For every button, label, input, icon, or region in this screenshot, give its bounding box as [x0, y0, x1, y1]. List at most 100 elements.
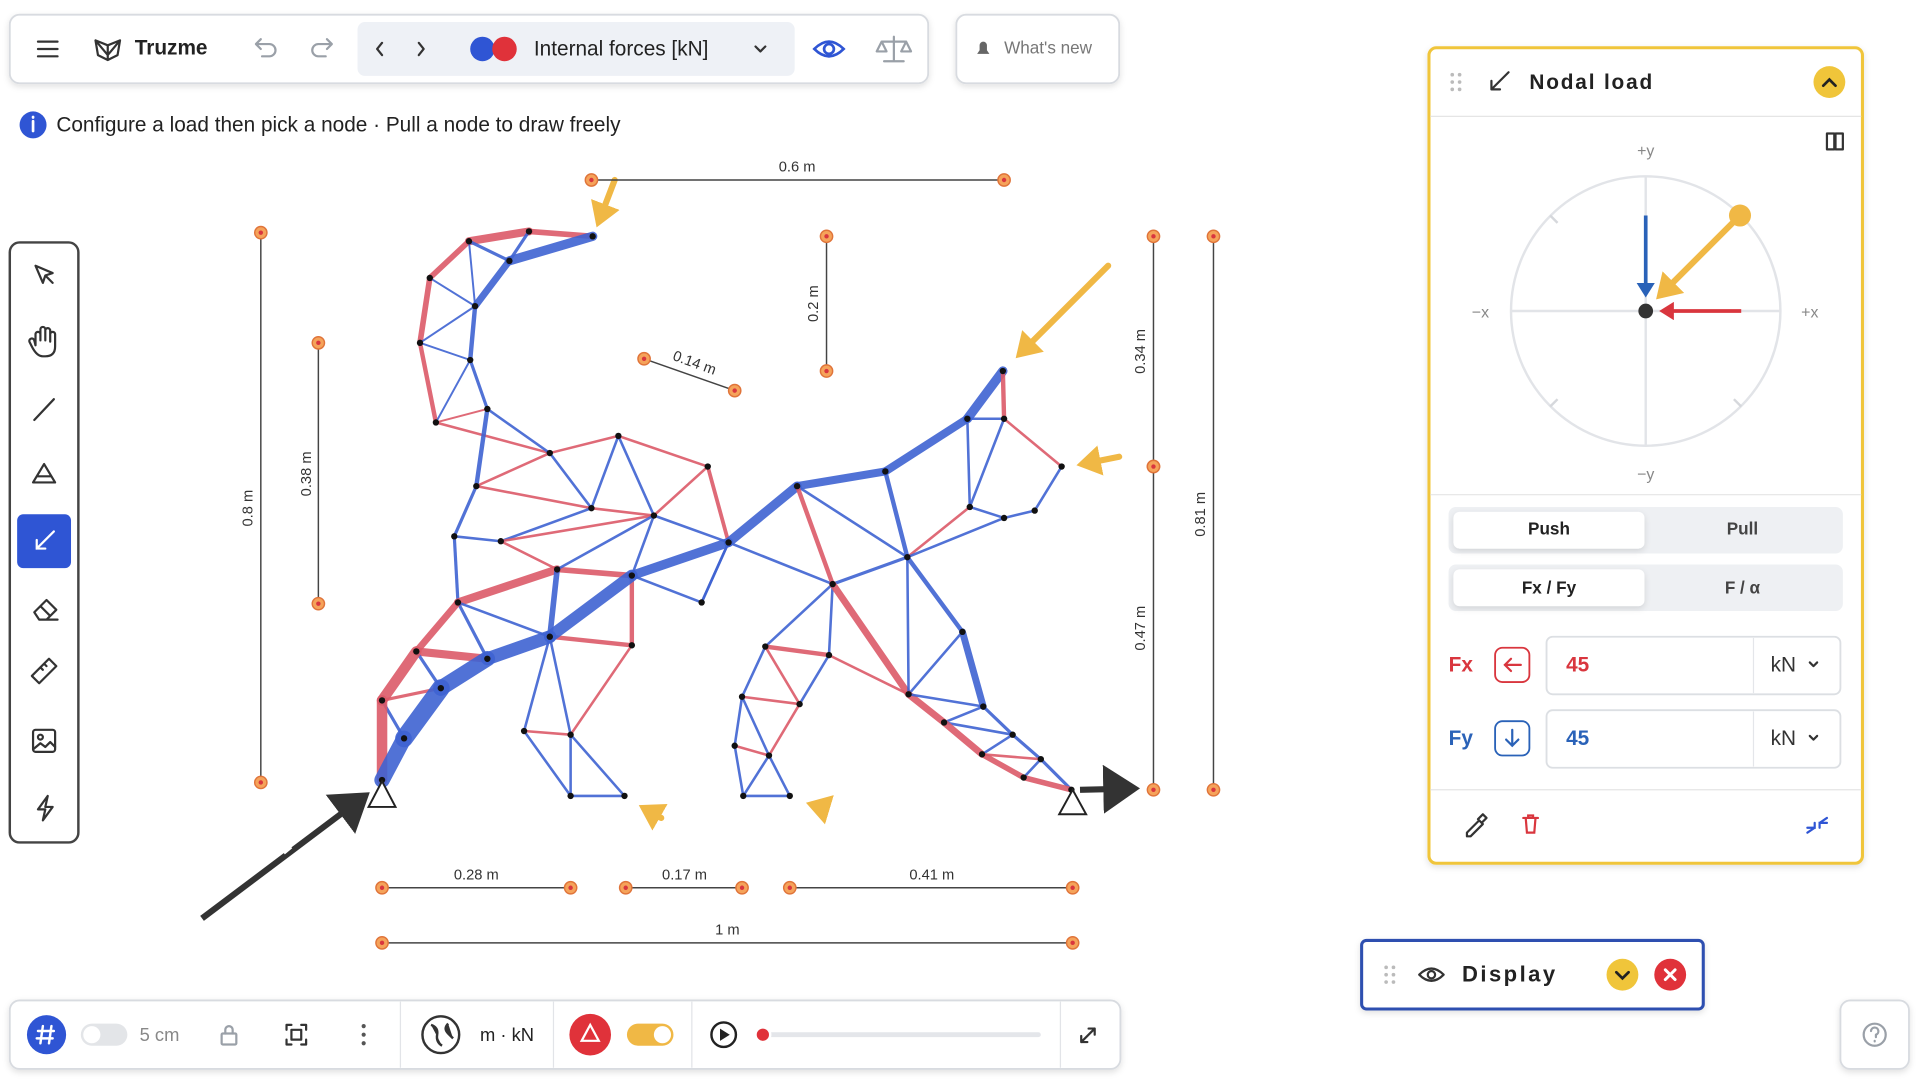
member[interactable]: [980, 753, 1043, 761]
node[interactable]: [506, 257, 513, 264]
member[interactable]: [453, 565, 562, 607]
member[interactable]: [426, 238, 472, 281]
units-label[interactable]: m · kN: [480, 1024, 534, 1045]
member[interactable]: [569, 644, 634, 736]
image-tool[interactable]: [31, 728, 57, 753]
member[interactable]: [827, 653, 910, 696]
member[interactable]: [419, 305, 477, 344]
member[interactable]: [475, 451, 552, 488]
member[interactable]: [617, 434, 710, 468]
node[interactable]: [628, 572, 636, 579]
member[interactable]: [548, 635, 572, 736]
member[interactable]: [798, 653, 831, 706]
member[interactable]: [980, 733, 1014, 756]
member[interactable]: [795, 484, 909, 559]
member[interactable]: [905, 690, 948, 726]
node[interactable]: [484, 655, 491, 662]
member[interactable]: [452, 534, 460, 605]
member[interactable]: [764, 645, 801, 706]
member[interactable]: [942, 721, 1014, 736]
member[interactable]: [741, 754, 771, 798]
member[interactable]: [652, 514, 730, 544]
member[interactable]: [417, 340, 439, 425]
member[interactable]: [1020, 774, 1075, 793]
node[interactable]: [980, 703, 987, 710]
visibility-button[interactable]: [812, 40, 846, 58]
load-arrow[interactable]: [1015, 262, 1112, 359]
node[interactable]: [525, 228, 533, 235]
member[interactable]: [617, 434, 656, 517]
undo-button[interactable]: [254, 38, 277, 58]
member[interactable]: [1002, 509, 1036, 520]
fx-unit[interactable]: kN: [1771, 654, 1796, 677]
node[interactable]: [978, 751, 986, 758]
member[interactable]: [452, 484, 478, 538]
pull-option[interactable]: Pull: [1727, 519, 1758, 539]
member[interactable]: [468, 303, 478, 363]
node[interactable]: [793, 482, 801, 490]
node[interactable]: [966, 503, 973, 511]
member[interactable]: [434, 359, 472, 424]
node[interactable]: [904, 553, 911, 561]
member[interactable]: [507, 229, 531, 263]
support-tool[interactable]: [31, 462, 57, 484]
node[interactable]: [588, 504, 595, 512]
member[interactable]: [733, 744, 771, 757]
member[interactable]: [907, 630, 964, 696]
eraser-tool[interactable]: [33, 598, 59, 621]
member[interactable]: [504, 231, 598, 266]
member[interactable]: [548, 434, 620, 455]
node[interactable]: [553, 566, 561, 573]
member[interactable]: [906, 516, 1006, 559]
member[interactable]: [723, 481, 802, 548]
member[interactable]: [499, 514, 656, 543]
member[interactable]: [499, 506, 593, 543]
member[interactable]: [456, 600, 489, 661]
member[interactable]: [740, 695, 771, 757]
member[interactable]: [554, 566, 635, 579]
drag-handle[interactable]: [1384, 965, 1396, 984]
member[interactable]: [831, 555, 909, 586]
push-option[interactable]: Push: [1528, 519, 1570, 539]
lock-button[interactable]: [220, 1025, 238, 1046]
member-tool[interactable]: [33, 398, 55, 422]
member[interactable]: [453, 535, 503, 543]
collapse-button[interactable]: [1813, 66, 1846, 98]
node[interactable]: [484, 405, 491, 413]
node[interactable]: [650, 512, 658, 519]
member[interactable]: [906, 555, 910, 696]
whats-new-label[interactable]: What's new: [1004, 38, 1093, 58]
node[interactable]: [413, 648, 420, 655]
node[interactable]: [1031, 507, 1038, 514]
member[interactable]: [464, 227, 534, 246]
member[interactable]: [905, 554, 965, 635]
member[interactable]: [767, 702, 801, 757]
load-arrow[interactable]: [1076, 445, 1123, 476]
member[interactable]: [480, 630, 557, 666]
node[interactable]: [905, 691, 912, 698]
member[interactable]: [456, 601, 552, 639]
node[interactable]: [698, 599, 705, 606]
node[interactable]: [497, 538, 504, 545]
node[interactable]: [567, 792, 574, 800]
node[interactable]: [1000, 514, 1008, 522]
prev-button[interactable]: [376, 41, 384, 57]
result-view-label[interactable]: Internal forces [kN]: [534, 38, 709, 61]
member[interactable]: [968, 505, 1006, 520]
node[interactable]: [520, 727, 528, 735]
quick-tool[interactable]: [36, 794, 54, 822]
member[interactable]: [548, 451, 593, 510]
member[interactable]: [590, 434, 620, 510]
member[interactable]: [962, 366, 1008, 424]
select-tool[interactable]: [34, 264, 54, 284]
member[interactable]: [1022, 757, 1043, 779]
member[interactable]: [486, 407, 552, 455]
member[interactable]: [700, 541, 730, 604]
node[interactable]: [731, 742, 738, 749]
node[interactable]: [959, 628, 966, 636]
member[interactable]: [652, 465, 710, 517]
node[interactable]: [1000, 415, 1008, 422]
fx-value[interactable]: 45: [1566, 654, 1589, 677]
pin-support[interactable]: [1057, 787, 1088, 816]
node[interactable]: [1037, 756, 1044, 763]
